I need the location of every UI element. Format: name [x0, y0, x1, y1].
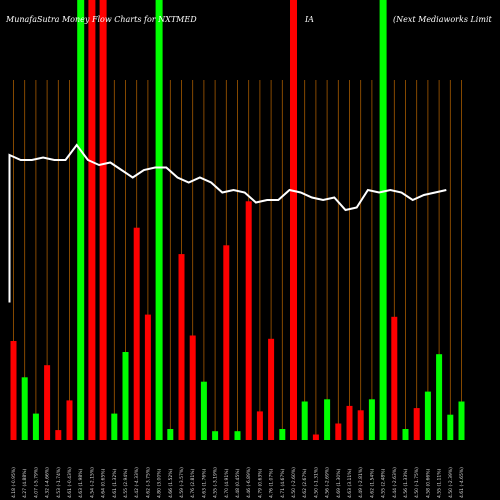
- bar-down: [335, 423, 342, 440]
- bar-down: [312, 434, 319, 440]
- bar-up: [458, 401, 465, 440]
- chart-title-part-1: MunafaSutra Money Flow Charts for NXTMED: [5, 15, 197, 24]
- chart-title-part-2: IA: [304, 15, 314, 24]
- bar-down: [223, 245, 230, 440]
- bar-down: [66, 400, 73, 440]
- bar-up: [279, 429, 286, 440]
- bar-down: [346, 405, 353, 440]
- tick-label: 4.44 (-2.63%): [392, 467, 398, 498]
- bar-down: [178, 254, 185, 440]
- tick-label: 4.56 (1.33%): [403, 468, 409, 498]
- bar-down: [391, 316, 398, 440]
- bar-down: [88, 0, 96, 440]
- tick-label: 4.46 (-6.89%): [246, 467, 252, 498]
- tick-label: 4.76 (1.07%): [269, 468, 275, 498]
- bar-up: [234, 431, 241, 440]
- bar-down: [44, 365, 51, 440]
- bar-up: [111, 413, 118, 440]
- bar-down: [189, 335, 196, 440]
- bar-up: [424, 391, 431, 440]
- tick-label: 4.50 (-2.60%): [291, 467, 297, 498]
- tick-label: 4.64 (0.65%): [101, 468, 107, 498]
- bar-up: [447, 414, 454, 440]
- tick-label: 4.63 (1.76%): [201, 468, 207, 498]
- bar-up: [402, 429, 409, 440]
- tick-label: 4.50 (-1.31%): [313, 467, 319, 498]
- tick-label: 4.69 (1.30%): [336, 468, 342, 498]
- tick-label: 4.61 (1.32%): [112, 468, 118, 498]
- tick-label: 4.63 (1.98%): [78, 468, 84, 498]
- bar-down: [357, 410, 364, 440]
- tick-label: 4.50 (-2.39%): [448, 467, 454, 498]
- bar-up: [21, 377, 28, 440]
- tick-label: 4.63 (3.11%): [347, 468, 353, 498]
- bar-down: [133, 227, 140, 440]
- tick-label: 4.59 (-3.57%): [179, 467, 185, 498]
- tick-label: 4.80 (3.00%): [157, 468, 163, 498]
- tick-label: 4.62 (1.54%): [369, 468, 375, 498]
- bar-up: [324, 399, 331, 440]
- tick-label: 4.42 (-4.33%): [134, 467, 140, 498]
- tick-label: 4.55 (2.48%): [381, 468, 387, 498]
- tick-label: 4.50 (-1.75%): [414, 467, 420, 498]
- tick-label: 4.61 (-0.43%): [67, 467, 73, 498]
- tick-label: 4.07 (-5.79%): [33, 467, 39, 498]
- tick-label: 4.76 (2.81%): [190, 468, 196, 498]
- bar-down: [256, 411, 263, 440]
- tick-label: 4.48 (0.45%): [235, 468, 241, 498]
- bar-down: [10, 341, 17, 440]
- tick-label: 4.71 (4.67%): [280, 468, 286, 498]
- x-axis-tick-labels: 4.18 (-0.95%) 4.27 (4.88%) 4.07 (-5.79%) 4.…: [11, 467, 465, 498]
- bar-up: [167, 429, 174, 440]
- bar-up: [155, 0, 163, 440]
- tick-label: 4.62 (2.67%): [302, 468, 308, 498]
- tick-label: 4.55 (2.94%): [123, 468, 129, 498]
- tick-label: 4.55 (1.11%): [437, 468, 443, 498]
- bar-up: [200, 381, 207, 440]
- bar-down: [99, 0, 107, 440]
- bar-up: [122, 352, 129, 440]
- bar-up: [379, 0, 387, 440]
- bar-up: [212, 431, 219, 440]
- tick-label: 4.58 (0.66%): [425, 468, 431, 498]
- tick-label: 4.61 (-4.65%): [459, 467, 465, 498]
- bar-down: [144, 314, 151, 440]
- tick-label: 4.49 (-2.81%): [358, 467, 364, 498]
- tick-label: 4.32 (-4.66%): [45, 467, 51, 498]
- bar-up: [32, 413, 39, 440]
- tick-label: 4.62 (-3.75%): [145, 467, 151, 498]
- bar-up: [436, 354, 443, 440]
- bar-down: [290, 0, 297, 440]
- bar-down: [413, 408, 420, 440]
- price-line-series: [8, 143, 447, 303]
- tick-label: 4.53 (-1.74%): [56, 467, 62, 498]
- bar-down: [245, 201, 252, 440]
- bar-down: [268, 338, 275, 440]
- tick-label: 4.70 (4.91%): [224, 468, 230, 498]
- tick-label: 4.27 (4.88%): [22, 468, 28, 498]
- bar-up: [77, 0, 85, 440]
- bar-up: [301, 401, 308, 440]
- money-flow-bars: [10, 0, 465, 440]
- tick-label: 4.54 (-2.15%): [89, 467, 95, 498]
- chart-title-part-3: (Next Mediaworks Limit: [393, 15, 493, 24]
- tick-label: 4.79 (0.63%): [257, 468, 263, 498]
- bar-up: [368, 399, 375, 440]
- tick-label: 4.66 (1.52%): [168, 468, 174, 498]
- tick-label: 4.56 (-2.69%): [325, 467, 331, 498]
- tick-label: 4.18 (-0.95%): [11, 467, 17, 498]
- bar-down: [55, 430, 62, 440]
- tick-label: 4.55 (-3.19%): [213, 467, 219, 498]
